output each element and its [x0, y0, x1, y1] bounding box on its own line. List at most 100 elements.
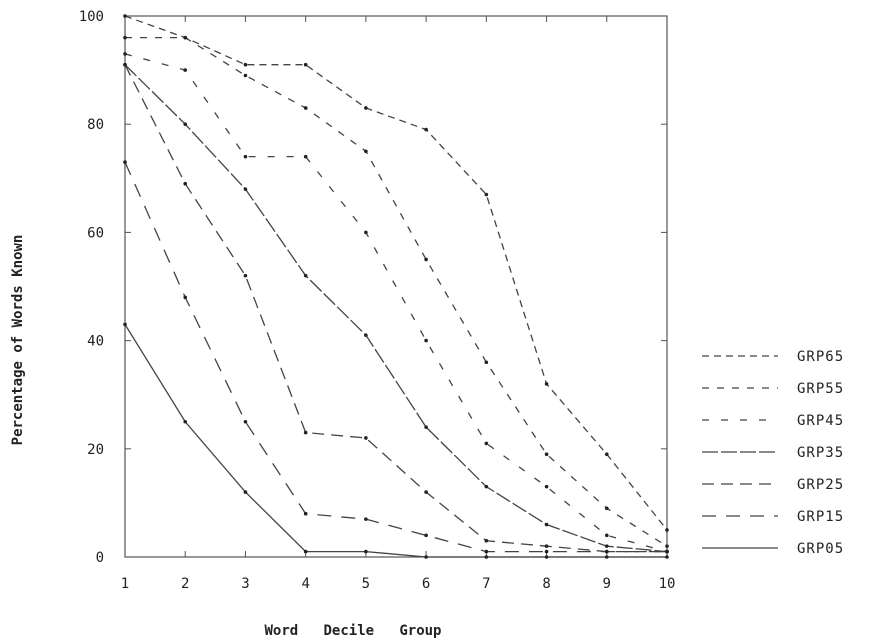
y-tick-labels: 0 20 40 60 80 100: [79, 9, 104, 566]
legend-item-grp55: GRP55: [702, 381, 843, 397]
series-line-grp45: [124, 53, 668, 553]
data-point-grp45: [484, 441, 489, 446]
x-tick-label: 8: [542, 576, 550, 592]
data-point-grp55: [424, 257, 428, 262]
data-point-grp25: [303, 430, 308, 435]
series-line-grp05: [124, 324, 667, 558]
x-tick-label: 2: [181, 576, 189, 592]
data-point-grp15: [604, 549, 609, 554]
data-point-grp05: [665, 555, 669, 559]
legend-item-grp05: GRP05: [702, 541, 844, 557]
plot-frame: [124, 15, 668, 558]
series-line-grp25: [124, 64, 667, 553]
data-point-grp25: [484, 538, 489, 543]
series-line-grp65: [124, 15, 668, 531]
y-tick-label: 20: [87, 442, 104, 458]
data-point-grp35: [364, 333, 368, 337]
data-point-grp35: [303, 273, 308, 278]
data-point-grp15: [243, 419, 248, 424]
x-tick-label: 7: [482, 576, 490, 592]
data-point-grp55: [303, 106, 308, 110]
data-point-grp25: [424, 490, 428, 494]
data-point-grp45: [544, 484, 549, 489]
data-point-grp65: [604, 452, 609, 457]
data-point-grp45: [604, 533, 609, 538]
data-point-grp05: [424, 555, 428, 559]
series-layer: [123, 14, 669, 559]
legend-label: GRP25: [797, 477, 844, 493]
x-tick-label: 4: [301, 576, 309, 592]
series-grp55: [123, 35, 669, 548]
data-point-grp55: [183, 35, 188, 40]
data-point-grp25: [243, 273, 248, 278]
legend-item-grp45: GRP45: [702, 413, 844, 429]
data-point-grp05: [243, 490, 248, 494]
data-point-grp35: [183, 122, 188, 126]
legend: GRP65 GRP55 GRP45 GRP35 GRP25 GRP15 GRP05: [702, 349, 844, 557]
data-point-grp25: [183, 181, 188, 186]
data-point-grp35: [424, 425, 428, 429]
data-point-grp65: [544, 382, 549, 386]
data-point-grp65: [123, 14, 127, 18]
legend-label: GRP65: [797, 349, 844, 365]
data-point-grp65: [364, 106, 368, 110]
data-point-grp65: [243, 62, 248, 67]
series-grp25: [123, 62, 669, 554]
x-tick-label: 1: [121, 576, 129, 592]
y-tick-label: 60: [87, 225, 104, 241]
x-tick-label: 5: [362, 576, 370, 592]
data-point-grp35: [604, 544, 609, 548]
series-grp35: [123, 62, 669, 554]
data-point-grp15: [665, 549, 669, 554]
y-tick-label: 80: [87, 117, 104, 133]
data-point-grp25: [544, 544, 549, 548]
legend-item-grp15: GRP15: [702, 509, 843, 525]
data-point-grp45: [424, 338, 428, 343]
data-point-grp45: [123, 52, 127, 56]
series-line-grp35: [124, 64, 668, 553]
legend-label: GRP45: [797, 413, 844, 429]
data-point-grp25: [123, 62, 127, 67]
y-tick-label: 40: [87, 334, 104, 350]
x-tick-labels: 1 2 3 4 5 6 7 8 9 10: [121, 576, 676, 592]
data-point-grp05: [303, 549, 308, 554]
x-axis-label: Word Decile Group: [264, 623, 441, 639]
data-point-grp05: [604, 555, 609, 559]
data-point-grp65: [303, 62, 308, 67]
legend-item-grp35: GRP35: [702, 445, 843, 461]
data-point-grp35: [243, 187, 248, 191]
data-point-grp15: [303, 511, 308, 516]
data-point-grp55: [665, 544, 669, 548]
series-grp05: [123, 322, 669, 559]
data-point-grp45: [183, 68, 188, 72]
x-tick-label: 3: [241, 576, 249, 592]
series-line-grp15: [124, 161, 667, 553]
data-point-grp05: [544, 555, 549, 559]
data-point-grp65: [424, 127, 428, 132]
data-point-grp25: [364, 436, 368, 440]
data-point-grp55: [123, 35, 127, 40]
series-grp15: [123, 160, 669, 554]
data-point-grp45: [364, 230, 368, 235]
x-tick-label: 10: [659, 576, 676, 592]
data-point-grp35: [544, 522, 549, 527]
x-tick-label: 6: [422, 576, 430, 592]
data-point-grp05: [183, 419, 188, 424]
data-point-grp55: [484, 360, 489, 365]
data-point-grp15: [364, 517, 368, 521]
data-point-grp15: [123, 160, 127, 164]
data-point-grp55: [604, 506, 609, 511]
y-tick-label: 100: [79, 9, 104, 25]
data-point-grp65: [484, 192, 489, 197]
data-point-grp55: [243, 73, 248, 78]
data-point-grp15: [183, 295, 188, 300]
data-point-grp05: [484, 555, 489, 559]
y-axis-label: Percentage of Words Known: [10, 235, 26, 446]
data-point-grp65: [665, 528, 669, 532]
data-point-grp45: [243, 154, 248, 159]
data-point-grp45: [303, 154, 308, 159]
legend-label: GRP05: [797, 541, 844, 557]
x-tick-label: 9: [603, 576, 611, 592]
data-point-grp15: [424, 533, 428, 538]
